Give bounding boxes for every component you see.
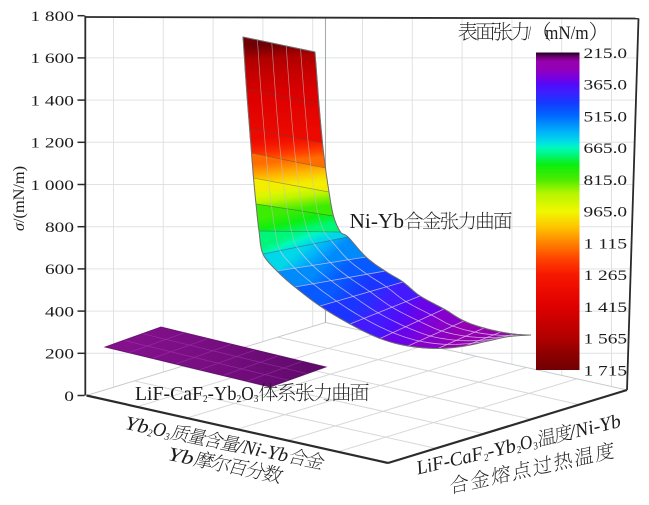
- svg-text:1 415: 1 415: [584, 299, 628, 316]
- svg-text:515.0: 515.0: [584, 108, 628, 125]
- svg-text:1 715: 1 715: [584, 362, 628, 379]
- svg-text:2: 2: [237, 393, 242, 405]
- svg-text:σ/(mN/m): σ/(mN/m): [11, 166, 28, 231]
- svg-text:665.0: 665.0: [584, 140, 628, 157]
- svg-text:0: 0: [64, 388, 74, 405]
- svg-text:965.0: 965.0: [584, 204, 628, 221]
- svg-text:/: /: [528, 23, 532, 44]
- svg-text:2: 2: [146, 428, 153, 440]
- svg-text:215.0: 215.0: [584, 45, 628, 62]
- svg-text:3: 3: [163, 431, 171, 443]
- svg-text:1 200: 1 200: [30, 135, 74, 152]
- svg-text:1 565: 1 565: [584, 331, 628, 348]
- svg-text:3: 3: [254, 393, 259, 405]
- svg-text:mN/m: mN/m: [545, 23, 589, 44]
- svg-text:Ni-Yb: Ni-Yb: [350, 209, 405, 233]
- svg-text:800: 800: [45, 219, 75, 236]
- svg-text:815.0: 815.0: [584, 172, 628, 189]
- svg-text:-Yb: -Yb: [208, 384, 237, 405]
- svg-text:1 000: 1 000: [30, 177, 74, 194]
- svg-text:Yb: Yb: [123, 413, 151, 438]
- svg-text:2: 2: [516, 445, 524, 457]
- svg-text:365.0: 365.0: [584, 77, 628, 94]
- svg-text:O: O: [151, 419, 168, 442]
- svg-text:1 265: 1 265: [584, 267, 628, 284]
- svg-text:3: 3: [531, 441, 539, 453]
- svg-text:600: 600: [45, 261, 75, 278]
- svg-text:400: 400: [45, 303, 75, 320]
- svg-text:1 400: 1 400: [30, 92, 74, 109]
- svg-text:200: 200: [45, 346, 75, 363]
- svg-text:LiF-CaF: LiF-CaF: [135, 384, 203, 405]
- svg-text:O: O: [518, 432, 535, 455]
- svg-text:Yb: Yb: [166, 444, 196, 470]
- svg-text:1 600: 1 600: [30, 50, 74, 67]
- svg-text:1 115: 1 115: [584, 235, 628, 252]
- svg-text:1 800: 1 800: [30, 8, 74, 25]
- svg-text:2: 2: [203, 393, 208, 405]
- svg-text:2: 2: [483, 452, 491, 464]
- svg-text:O: O: [241, 384, 254, 405]
